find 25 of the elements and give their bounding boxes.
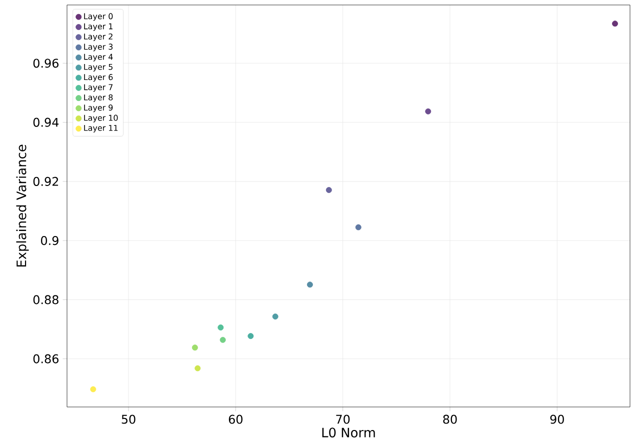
y-tick-label: 0.88	[33, 295, 58, 304]
point	[425, 108, 432, 114]
y-axis-title: Explained Variance	[16, 144, 29, 267]
point	[194, 365, 201, 372]
y-tick-label: 0.92	[33, 176, 58, 186]
point	[218, 324, 224, 330]
x-tick-label: 90	[550, 414, 564, 424]
x-tick-label: 60	[228, 414, 242, 424]
point	[326, 187, 332, 194]
point	[192, 344, 198, 351]
x-tick-label: 80	[443, 414, 457, 424]
point	[272, 314, 278, 320]
point	[90, 386, 96, 392]
x-axis-title: L0 Norm	[322, 428, 375, 438]
x-tick-label: 50	[122, 414, 136, 424]
y-tick-label: 0.94	[33, 118, 59, 127]
point	[306, 282, 313, 288]
y-tick-label: 0.86	[33, 354, 58, 364]
y-tick-label: 0.96	[33, 58, 58, 68]
y-tick-label: 0.9	[41, 236, 58, 246]
point	[248, 333, 254, 340]
point	[612, 20, 618, 27]
point	[220, 336, 226, 343]
point	[355, 224, 362, 230]
x-tick-label: 70	[336, 414, 350, 424]
